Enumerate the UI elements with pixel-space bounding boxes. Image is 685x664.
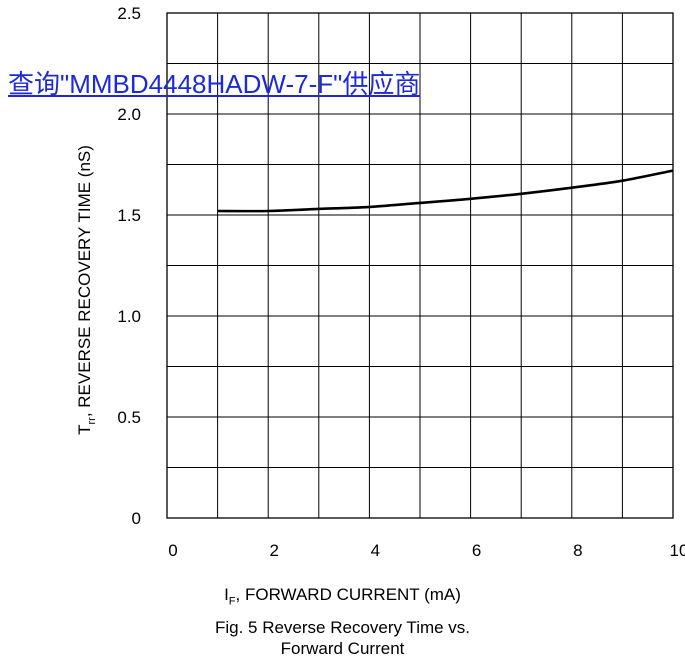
y-axis-title: Trr, REVERSE RECOVERY TIME (nS) [75,145,98,435]
y-tick-label: 1.0 [117,307,141,326]
y-tick-label: 0.5 [117,408,141,427]
y-tick-labels: 0 0.5 1.0 1.5 2.0 2.5 [117,4,141,528]
x-tick-label: 8 [573,541,582,560]
x-axis-label: IF, FORWARD CURRENT (mA) [0,585,685,607]
x-tick-label: 10 [670,541,685,560]
x-tick-labels: 0 2 4 6 8 10 [168,541,685,560]
x-tick-label: 0 [168,541,177,560]
x-axis-label-main: I [224,585,229,604]
figure-caption-line2: Forward Current [280,639,405,658]
supplier-query-link[interactable]: 查询"MMBD4448HADW-7-F"供应商 [8,69,421,99]
x-tick-label: 4 [371,541,380,560]
y-tick-label: 2.0 [117,105,141,124]
x-tick-label: 6 [472,541,481,560]
x-axis-label-sub: F [228,595,236,608]
y-tick-label: 2.5 [117,4,141,23]
grid-lines [167,13,673,518]
plot-frame [166,12,674,519]
reverse-recovery-time-chart: 0 2 4 6 8 10 0 0.5 1.0 1.5 2.0 2.5 Trr, REVERSE RE… [75,4,685,560]
x-axis-label-rest: , FORWARD CURRENT (mA) [235,585,461,604]
x-tick-label: 2 [269,541,278,560]
y-tick-label: 1.5 [117,206,141,225]
y-tick-label: 0 [132,509,141,528]
figure-caption-line1: Fig. 5 Reverse Recovery Time vs. [214,618,471,637]
series-line [217,169,674,213]
